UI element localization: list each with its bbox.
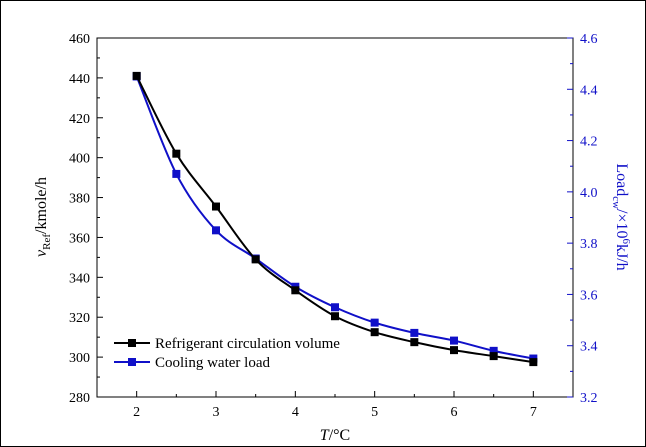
y2-tick-label: 4.0 [580,186,598,201]
y2-tick-label: 4.2 [580,135,598,150]
x-tick-label: 7 [530,405,537,420]
y-tick-label: 460 [69,32,90,47]
y2-tick-label: 3.8 [580,237,598,252]
data-point-refrigerant [489,352,498,361]
y-tick-label: 420 [69,112,90,127]
data-point-refrigerant [450,346,458,355]
y-axis-right: 3.2 3.4 3.6 3.8 4.0 4.2 4.4 4.6 [567,32,598,406]
legend-marker-refrigerant [128,339,136,347]
data-point-cooling-water [331,303,339,312]
y-tick-label: 440 [69,72,90,87]
x-tick-label: 6 [451,405,458,420]
y2-tick-label: 3.4 [580,340,598,355]
data-point-refrigerant [370,328,379,337]
y-tick-label: 400 [69,152,90,167]
x-tick-label: 4 [292,405,299,420]
data-point-cooling-water [410,328,419,337]
series-line-cooling-water [135,76,534,360]
data-point-refrigerant [331,312,339,321]
legend-label-cooling-water: Cooling water load [155,355,270,371]
y-tick-label: 360 [69,231,90,246]
y2-tick-label: 3.6 [580,288,598,303]
x-axis-label: T/°C [320,427,350,444]
x-tick-label: 3 [213,405,220,420]
data-point-refrigerant [410,338,419,347]
y2-tick-label: 4.4 [580,83,598,98]
legend: Refrigerant circulation volume Cooling w… [114,336,340,371]
legend-marker-cooling-water [128,358,136,366]
data-point-cooling-water [172,169,181,178]
data-point-refrigerant [212,202,220,211]
x-tick-label: 2 [133,405,140,420]
y-axis-left: 280 300 320 340 360 380 400 420 440 460 [69,32,103,406]
series-layer [132,71,538,367]
series-line-refrigerant [135,75,534,364]
data-point-refrigerant [529,358,538,367]
y-axis-label-right: Loadcw/×106kJ/h [610,163,632,270]
y-axis-label-left: vRef/kmole/h [33,177,53,257]
data-point-refrigerant [172,149,181,158]
legend-label-refrigerant: Refrigerant circulation volume [155,336,340,352]
data-point-cooling-water [450,336,458,345]
y-tick-label: 340 [69,271,90,286]
data-point-cooling-water [212,226,220,235]
data-point-refrigerant [251,255,260,264]
x-tick-label: 5 [371,405,378,420]
data-point-refrigerant [132,71,141,80]
y-tick-label: 300 [69,351,90,366]
data-point-cooling-water [489,346,498,355]
y2-tick-label: 3.2 [580,391,598,406]
data-point-cooling-water [370,318,379,327]
y-tick-label: 280 [69,391,90,406]
data-point-refrigerant [291,286,300,295]
y2-tick-label: 4.6 [580,32,598,47]
x-axis: 2 3 4 5 6 7 [133,391,537,420]
y-tick-label: 320 [69,311,90,326]
y-tick-label: 380 [69,192,90,207]
